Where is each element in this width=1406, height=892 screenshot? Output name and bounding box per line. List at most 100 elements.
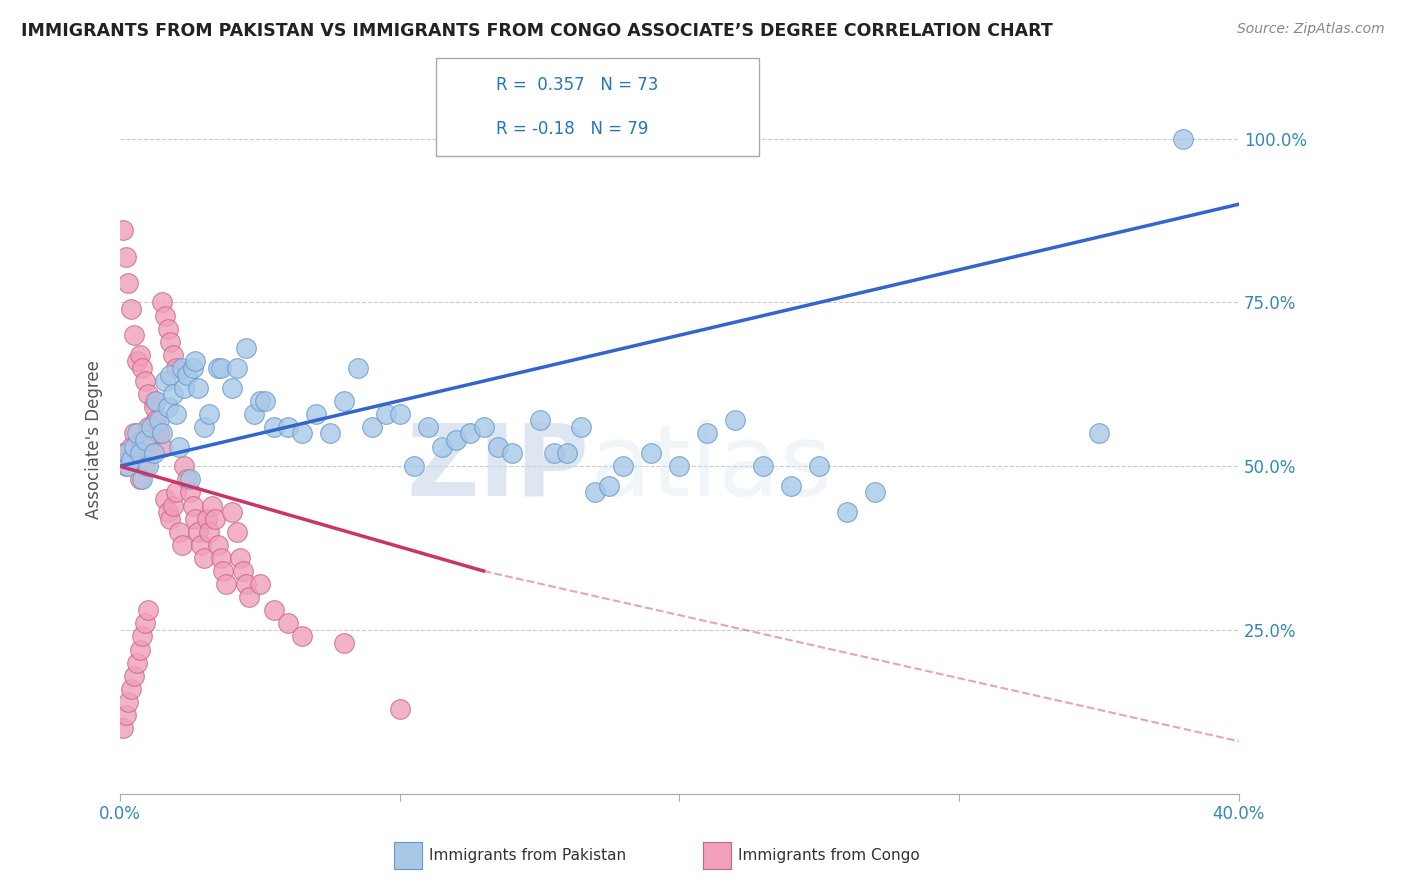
- Point: [1088, 426, 1111, 441]
- Point: [201, 499, 224, 513]
- Point: [360, 420, 382, 434]
- Point: [501, 446, 523, 460]
- Point: [136, 459, 159, 474]
- Point: [374, 407, 396, 421]
- Point: [291, 630, 314, 644]
- Point: [142, 393, 165, 408]
- Point: [122, 669, 145, 683]
- Point: [156, 401, 179, 415]
- Point: [263, 420, 285, 434]
- Point: [207, 361, 229, 376]
- Point: [170, 361, 193, 376]
- Point: [209, 550, 232, 565]
- Point: [170, 538, 193, 552]
- Point: [808, 459, 831, 474]
- Point: [402, 459, 425, 474]
- Point: [179, 472, 201, 486]
- Point: [117, 452, 139, 467]
- Point: [249, 577, 271, 591]
- Point: [148, 426, 170, 441]
- Point: [128, 348, 150, 362]
- Point: [156, 321, 179, 335]
- Point: [190, 538, 212, 552]
- Point: [167, 440, 190, 454]
- Point: [179, 485, 201, 500]
- Point: [148, 426, 170, 441]
- Point: [472, 420, 495, 434]
- Point: [780, 479, 803, 493]
- Point: [150, 440, 173, 454]
- Point: [131, 361, 153, 376]
- Point: [212, 564, 235, 578]
- Point: [724, 413, 747, 427]
- Point: [187, 381, 209, 395]
- Point: [142, 401, 165, 415]
- Point: [136, 387, 159, 401]
- Point: [229, 550, 252, 565]
- Point: [159, 368, 181, 382]
- Text: Immigrants from Pakistan: Immigrants from Pakistan: [429, 848, 626, 863]
- Point: [388, 701, 411, 715]
- Point: [207, 538, 229, 552]
- Point: [430, 440, 453, 454]
- Point: [134, 374, 156, 388]
- Point: [198, 407, 221, 421]
- Text: R =  0.357   N = 73: R = 0.357 N = 73: [496, 76, 658, 94]
- Point: [187, 524, 209, 539]
- Point: [128, 446, 150, 460]
- Point: [136, 420, 159, 434]
- Point: [235, 342, 257, 356]
- Point: [162, 348, 184, 362]
- Point: [238, 591, 260, 605]
- Point: [263, 603, 285, 617]
- Point: [153, 374, 176, 388]
- Point: [176, 472, 198, 486]
- Point: [117, 695, 139, 709]
- Point: [111, 721, 134, 735]
- Point: [150, 295, 173, 310]
- Point: [153, 309, 176, 323]
- Point: [291, 426, 314, 441]
- Point: [232, 564, 254, 578]
- Point: [416, 420, 439, 434]
- Point: [571, 420, 593, 434]
- Point: [111, 446, 134, 460]
- Point: [332, 636, 354, 650]
- Point: [159, 511, 181, 525]
- Point: [193, 550, 215, 565]
- Point: [165, 361, 187, 376]
- Point: [145, 393, 167, 408]
- Point: [117, 276, 139, 290]
- Point: [388, 407, 411, 421]
- Point: [221, 381, 243, 395]
- Point: [165, 485, 187, 500]
- Point: [204, 511, 226, 525]
- Point: [114, 459, 136, 474]
- Point: [444, 433, 467, 447]
- Point: [142, 446, 165, 460]
- Point: [277, 420, 299, 434]
- Point: [193, 420, 215, 434]
- Point: [221, 505, 243, 519]
- Point: [131, 472, 153, 486]
- Point: [184, 354, 207, 368]
- Point: [131, 433, 153, 447]
- Point: [125, 426, 148, 441]
- Point: [346, 361, 368, 376]
- Point: [120, 301, 142, 316]
- Point: [145, 413, 167, 427]
- Point: [125, 354, 148, 368]
- Point: [226, 524, 249, 539]
- Point: [125, 656, 148, 670]
- Point: [243, 407, 266, 421]
- Point: [837, 505, 859, 519]
- Point: [752, 459, 775, 474]
- Text: Immigrants from Congo: Immigrants from Congo: [738, 848, 920, 863]
- Point: [176, 368, 198, 382]
- Point: [111, 223, 134, 237]
- Point: [612, 459, 634, 474]
- Point: [122, 440, 145, 454]
- Point: [598, 479, 620, 493]
- Point: [529, 413, 551, 427]
- Y-axis label: Associate's Degree: Associate's Degree: [86, 360, 103, 519]
